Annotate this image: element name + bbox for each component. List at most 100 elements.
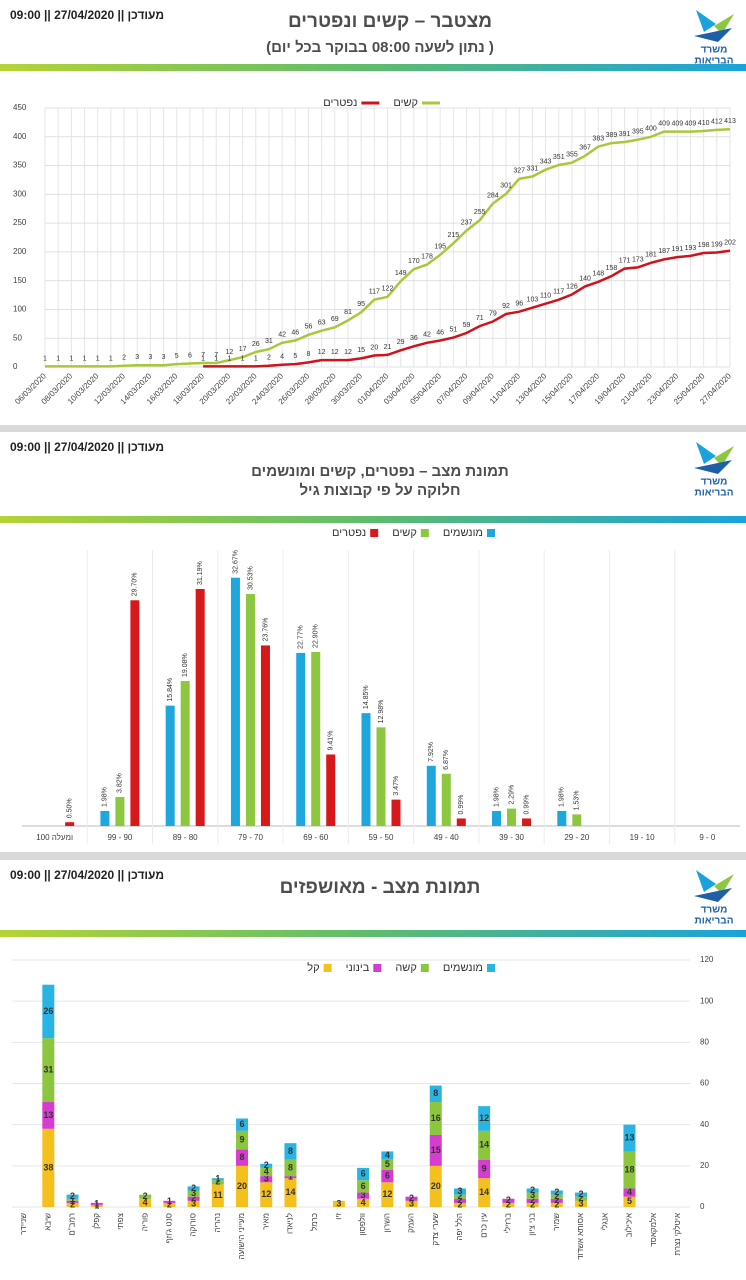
data-label: 71 (476, 315, 484, 322)
bar-segment (284, 1143, 297, 1160)
legend-swatch (420, 529, 429, 537)
data-label: 2 (409, 1193, 414, 1203)
y-tick-label: 120 (700, 955, 714, 964)
data-label: 9.41% (328, 731, 335, 751)
data-label: 2.29% (508, 785, 515, 805)
chart-title: מצטבר – קשים ונפטרים (288, 11, 492, 32)
data-label: 1.98% (102, 787, 109, 807)
bar-segment (575, 1196, 588, 1201)
data-label: 2 (191, 1193, 196, 1203)
bar-segment (405, 1200, 418, 1207)
bar-segment (550, 1190, 563, 1195)
data-label: 95 (357, 301, 365, 308)
data-label: 331 (527, 165, 539, 172)
data-label: 4 (627, 1187, 632, 1197)
bar (245, 593, 255, 826)
x-tick-label: ברזילי (504, 1213, 513, 1233)
data-label: 1 (56, 355, 60, 362)
bar-segment (90, 1202, 103, 1205)
bar-segment (478, 1130, 491, 1160)
data-label: 56 (305, 324, 313, 331)
data-label: 284 (487, 192, 499, 199)
bar-segment (187, 1186, 200, 1191)
bar-segment (478, 1159, 491, 1179)
bar-segment (284, 1159, 297, 1177)
bar-segment (381, 1182, 394, 1207)
data-label: 2 (530, 1185, 535, 1195)
data-label: 1 (96, 355, 100, 362)
data-label: 1 (288, 1172, 293, 1182)
data-label: 187 (658, 248, 670, 255)
data-label: 410 (698, 120, 710, 127)
data-label: 383 (592, 135, 604, 142)
data-label: 1 (83, 355, 87, 362)
data-label: 2 (579, 1189, 584, 1199)
data-label: 3 (191, 1188, 196, 1198)
data-label: 4 (143, 1197, 148, 1207)
x-tick-label: הלל יפה (455, 1213, 464, 1241)
bar (260, 645, 270, 826)
data-label: 8 (307, 351, 311, 358)
data-label: 14 (285, 1187, 295, 1197)
data-label: 14 (479, 1187, 489, 1197)
bar-segment (623, 1188, 636, 1197)
x-tick-label: קפלן (92, 1213, 101, 1229)
bar-segment (66, 1200, 79, 1203)
bar-segment (526, 1202, 539, 1207)
bar-segment (550, 1194, 563, 1199)
data-label: 181 (645, 252, 657, 259)
logo-shape (696, 442, 716, 464)
bar-segment (550, 1198, 563, 1203)
updated-time: מעודכן || 27/04/2020 || 09:00 (10, 440, 164, 454)
bar-segment (453, 1198, 466, 1203)
data-label: 26 (252, 341, 260, 348)
data-label: 26 (43, 1006, 53, 1016)
data-label: 6 (240, 1119, 245, 1129)
data-label: 1 (109, 355, 113, 362)
data-label: 63 (318, 320, 326, 327)
bar-segment (236, 1118, 249, 1131)
x-tick-label: סנט ג'וזף (165, 1213, 174, 1243)
data-label: 0.99% (523, 795, 530, 815)
data-label: 12.98% (378, 700, 385, 724)
y-tick-label: 150 (13, 276, 27, 285)
data-label: 20 (370, 344, 378, 351)
data-label: 2 (506, 1199, 511, 1209)
x-tick-label: השרון (382, 1213, 391, 1232)
x-tick-label: אסותא אשדוד (576, 1213, 585, 1260)
data-label: 1 (94, 1200, 99, 1210)
data-label: 2 (70, 1191, 75, 1201)
bar-segment (236, 1149, 249, 1166)
bar (522, 818, 532, 826)
data-label: 1 (70, 1194, 75, 1204)
data-label: 3 (264, 1174, 269, 1184)
logo-shape (696, 870, 716, 892)
data-label: 9 (482, 1163, 487, 1173)
y-tick-label: 40 (700, 1120, 709, 1129)
data-label: 31 (265, 338, 273, 345)
bar-segment (381, 1151, 394, 1160)
bar-segment (478, 1106, 491, 1131)
bar-segment (381, 1169, 394, 1183)
y-tick-label: 0 (13, 362, 18, 371)
logo-text: משרד (701, 905, 728, 916)
data-label: 171 (619, 257, 631, 264)
bar (441, 773, 451, 826)
data-label: 3 (409, 1198, 414, 1208)
x-tick-label: 29 - 20 (564, 833, 589, 842)
data-label: 1 (214, 355, 218, 362)
bar-segment (284, 1178, 297, 1207)
data-label: 343 (540, 158, 552, 165)
legend-swatch (370, 529, 379, 537)
bar (100, 810, 110, 826)
y-tick-label: 80 (700, 1037, 709, 1046)
logo-text: הבריאות (695, 56, 734, 67)
data-label: 4 (361, 1197, 366, 1207)
data-label: 170 (408, 258, 420, 265)
data-label: 2 (191, 1183, 196, 1193)
data-label: 389 (606, 132, 618, 139)
chart-title: תמונת מצב – נפטרים, קשים ומונשמים (251, 463, 509, 480)
data-label: 195 (434, 244, 446, 251)
data-label: 412 (711, 119, 723, 126)
data-label: 409 (658, 120, 670, 127)
